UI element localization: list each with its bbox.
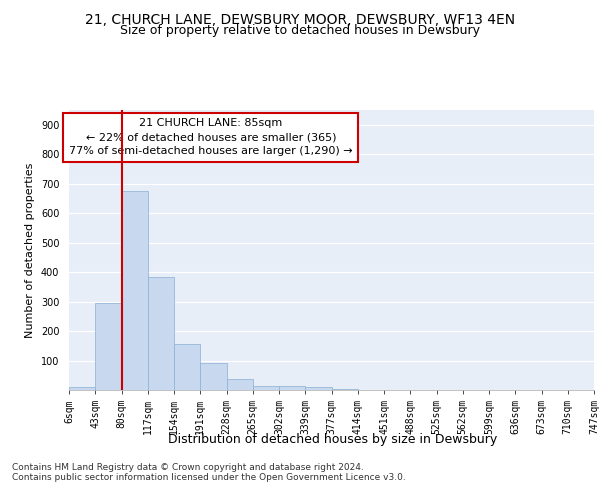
Text: Distribution of detached houses by size in Dewsbury: Distribution of detached houses by size … <box>169 432 497 446</box>
Bar <box>200 364 227 390</box>
Bar <box>227 379 253 390</box>
Text: 21 CHURCH LANE: 85sqm
← 22% of detached houses are smaller (365)
77% of semi-det: 21 CHURCH LANE: 85sqm ← 22% of detached … <box>69 118 353 156</box>
Bar <box>121 191 148 390</box>
Bar <box>148 276 174 390</box>
Bar <box>305 387 331 390</box>
Bar <box>279 386 305 390</box>
Y-axis label: Number of detached properties: Number of detached properties <box>25 162 35 338</box>
Bar <box>95 303 121 390</box>
Bar <box>253 386 279 390</box>
Bar <box>174 344 200 390</box>
Bar <box>331 388 358 390</box>
Bar <box>69 387 95 390</box>
Text: Contains HM Land Registry data © Crown copyright and database right 2024.
Contai: Contains HM Land Registry data © Crown c… <box>12 462 406 482</box>
Text: 21, CHURCH LANE, DEWSBURY MOOR, DEWSBURY, WF13 4EN: 21, CHURCH LANE, DEWSBURY MOOR, DEWSBURY… <box>85 12 515 26</box>
Text: Size of property relative to detached houses in Dewsbury: Size of property relative to detached ho… <box>120 24 480 37</box>
